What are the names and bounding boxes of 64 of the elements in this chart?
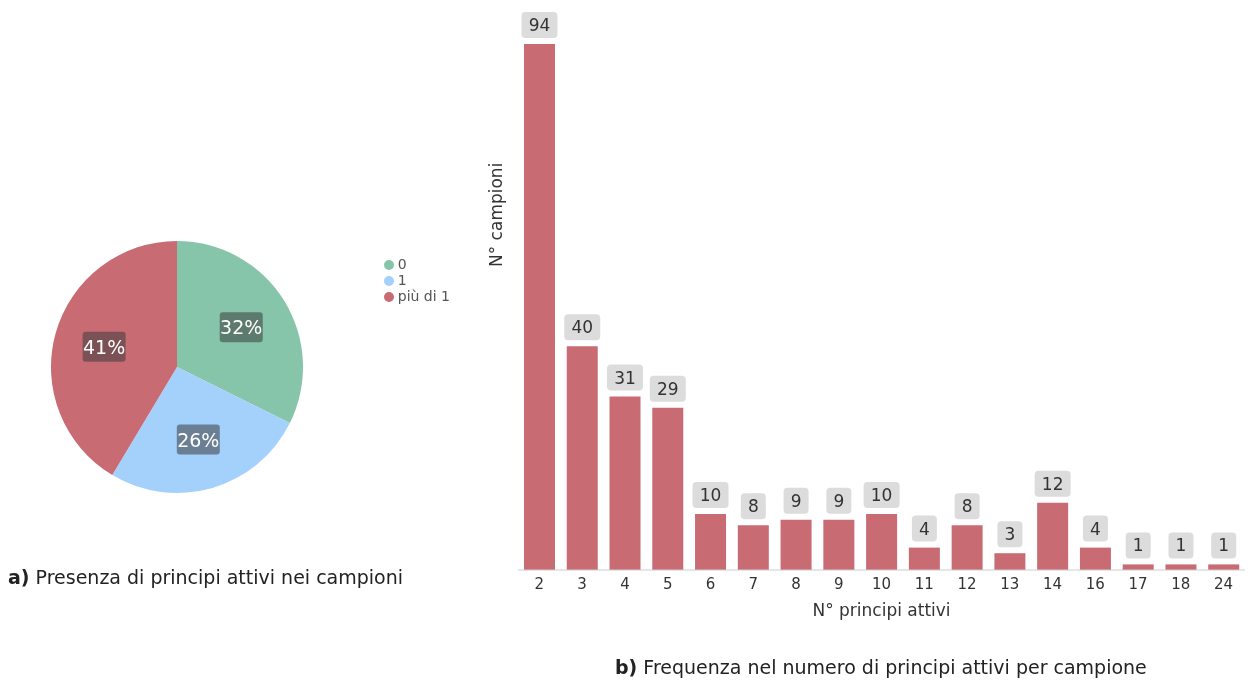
legend-label: 1 bbox=[397, 272, 407, 288]
data-label: 9 bbox=[833, 490, 845, 511]
pie-slice bbox=[51, 241, 177, 476]
data-label: 41% bbox=[83, 335, 126, 358]
x-tick-label: 7 bbox=[748, 574, 758, 593]
y-axis-title: N° campioni bbox=[486, 162, 507, 267]
data-label: 4 bbox=[1090, 518, 1101, 539]
x-tick-label: 5 bbox=[662, 574, 673, 593]
x-tick-label: 8 bbox=[791, 574, 801, 593]
data-label: 10 bbox=[699, 485, 722, 506]
bar bbox=[1079, 547, 1111, 570]
x-tick-label: 2 bbox=[534, 574, 545, 593]
data-label: 1 bbox=[1218, 535, 1230, 556]
bar bbox=[1165, 564, 1197, 570]
x-tick-label: 3 bbox=[577, 574, 587, 593]
data-label: 10 bbox=[870, 485, 893, 506]
text: b) Frequenza nel numero di principi attivi per campione bbox=[615, 656, 1147, 678]
x-tick-label: 11 bbox=[914, 574, 934, 593]
data-label: 26% bbox=[177, 428, 220, 451]
bar bbox=[695, 514, 727, 570]
x-tick-label: 18 bbox=[1171, 574, 1191, 593]
bar bbox=[951, 525, 983, 570]
data-label: 1 bbox=[1175, 535, 1187, 556]
bar bbox=[523, 44, 555, 570]
bar bbox=[1208, 564, 1240, 570]
bar bbox=[1037, 502, 1069, 570]
x-tick-label: 10 bbox=[871, 574, 892, 593]
text: a) Presenza di principi attivi nei campioni bbox=[8, 566, 404, 588]
bar bbox=[737, 525, 769, 570]
data-label: 94 bbox=[528, 15, 551, 35]
x-tick-label: 17 bbox=[1128, 574, 1148, 593]
x-tick-label: 14 bbox=[1043, 574, 1063, 593]
data-label: 9 bbox=[790, 490, 802, 511]
legend-label: 0 bbox=[397, 256, 407, 272]
data-label: 40 bbox=[571, 317, 594, 338]
data-label: 31 bbox=[614, 367, 636, 388]
x-tick-label: 24 bbox=[1214, 574, 1234, 593]
bar bbox=[1122, 564, 1154, 570]
bar bbox=[780, 519, 812, 570]
data-label: 8 bbox=[961, 496, 973, 517]
pie-slice bbox=[112, 367, 290, 493]
data-label: 32% bbox=[220, 316, 263, 339]
x-axis-title: N° principi attivi bbox=[812, 600, 951, 620]
data-label: 8 bbox=[747, 496, 759, 517]
bar bbox=[994, 553, 1026, 570]
data-label: 29 bbox=[656, 378, 679, 399]
data-label: 1 bbox=[1132, 535, 1144, 556]
pie-slice bbox=[177, 241, 303, 423]
data-label: 3 bbox=[1004, 524, 1016, 545]
x-tick-label: 12 bbox=[957, 574, 977, 593]
data-label: 12 bbox=[1041, 473, 1064, 494]
bar bbox=[609, 396, 641, 570]
x-tick-label: 9 bbox=[833, 574, 844, 593]
x-tick-label: 6 bbox=[705, 574, 716, 593]
x-tick-label: 16 bbox=[1085, 574, 1105, 593]
bar bbox=[652, 407, 684, 570]
bar bbox=[823, 519, 855, 570]
x-tick-label: 13 bbox=[1000, 574, 1020, 593]
bar bbox=[866, 514, 898, 570]
bar bbox=[566, 346, 598, 570]
legend-label: più di 1 bbox=[397, 288, 450, 304]
bar bbox=[908, 547, 940, 570]
data-label: 4 bbox=[918, 518, 930, 539]
x-tick-label: 4 bbox=[620, 574, 630, 593]
